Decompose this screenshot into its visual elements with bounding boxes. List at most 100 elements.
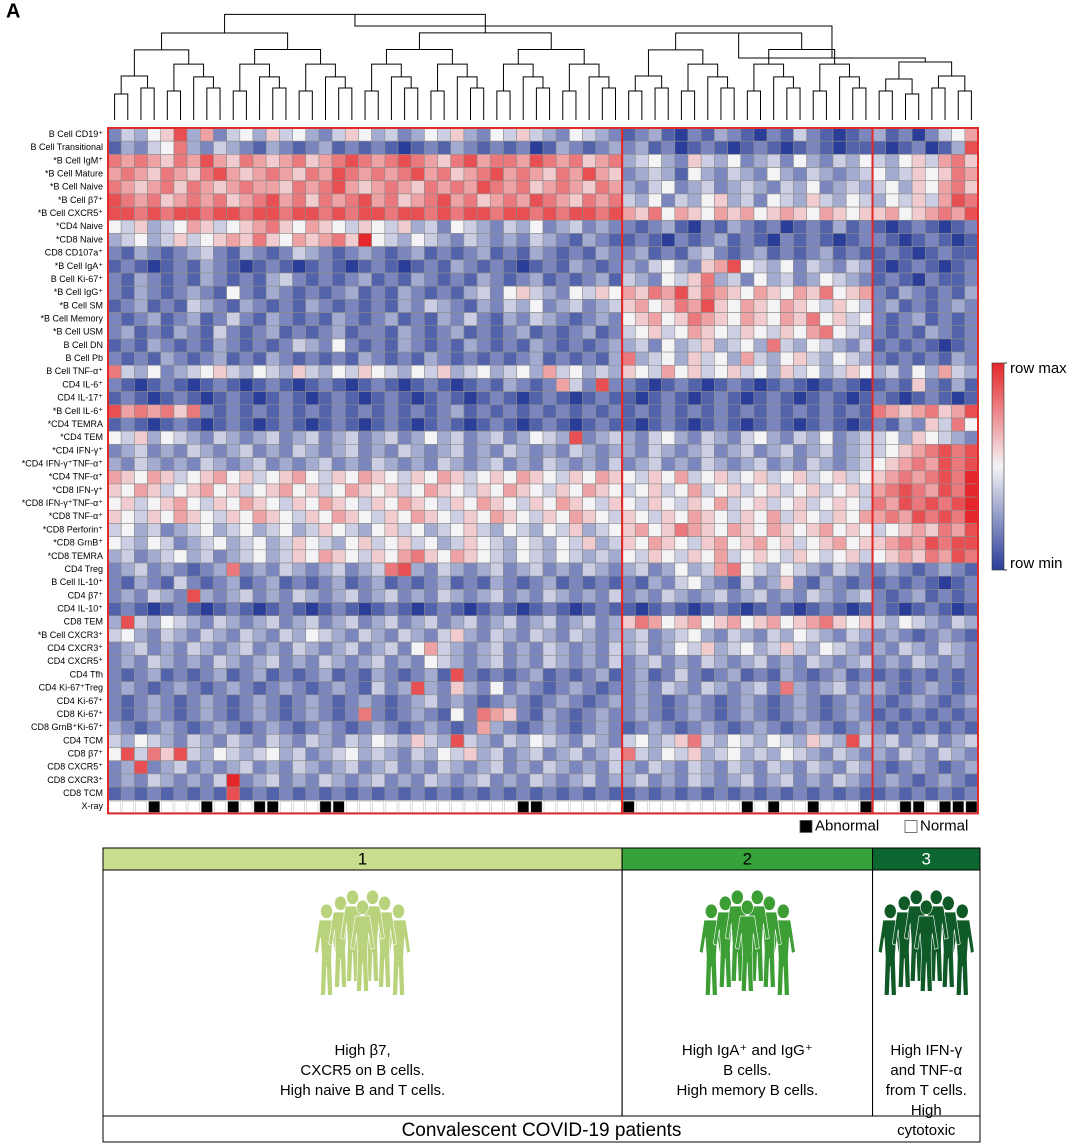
xray-cell — [228, 801, 239, 812]
dendrogram-link — [162, 33, 288, 50]
heatmap-cell — [780, 787, 793, 800]
heatmap-cell — [622, 392, 635, 405]
heatmap-cell — [517, 629, 530, 642]
heatmap-cell — [648, 233, 661, 246]
heatmap-cell — [240, 378, 253, 391]
heatmap-cell — [213, 774, 226, 787]
row-label: CD4 IL-6⁺ — [62, 379, 103, 389]
heatmap-cell — [912, 299, 925, 312]
heatmap-cell — [372, 405, 385, 418]
heatmap-cell — [701, 286, 714, 299]
heatmap-cell — [319, 484, 332, 497]
heatmap-cell — [517, 695, 530, 708]
heatmap-cell — [213, 734, 226, 747]
heatmap-cell — [530, 141, 543, 154]
heatmap-cell — [174, 233, 187, 246]
heatmap-cell — [688, 365, 701, 378]
heatmap-cell — [161, 233, 174, 246]
heatmap-cell — [121, 563, 134, 576]
heatmap-cell — [556, 484, 569, 497]
heatmap-cell — [372, 339, 385, 352]
heatmap-cell — [187, 774, 200, 787]
heatmap-cell — [675, 141, 688, 154]
heatmap-cell — [846, 141, 859, 154]
heatmap-cell — [728, 761, 741, 774]
heatmap-cell — [833, 458, 846, 471]
heatmap-cell — [490, 668, 503, 681]
heatmap-cell — [293, 721, 306, 734]
heatmap-cell — [385, 682, 398, 695]
heatmap-cell — [952, 273, 965, 286]
heatmap-cell — [622, 550, 635, 563]
heatmap-cell — [306, 497, 319, 510]
heatmap-cell — [451, 128, 464, 141]
heatmap-cell — [543, 352, 556, 365]
heatmap-cell — [332, 247, 345, 260]
heatmap-cell — [662, 233, 675, 246]
heatmap-cell — [873, 629, 886, 642]
heatmap-cell — [385, 708, 398, 721]
heatmap-cell — [952, 299, 965, 312]
heatmap-cell — [556, 629, 569, 642]
heatmap-cell — [648, 378, 661, 391]
heatmap-cell — [701, 128, 714, 141]
heatmap-cell — [332, 589, 345, 602]
heatmap-cell — [451, 774, 464, 787]
heatmap-cell — [108, 418, 121, 431]
heatmap-cell — [754, 378, 767, 391]
heatmap-cell — [569, 787, 582, 800]
heatmap-cell — [543, 444, 556, 457]
heatmap-cell — [358, 510, 371, 523]
heatmap-cell — [965, 484, 978, 497]
heatmap-cell — [648, 668, 661, 681]
heatmap-cell — [279, 616, 292, 629]
heatmap-cell — [965, 497, 978, 510]
heatmap-cell — [820, 233, 833, 246]
heatmap-cell — [240, 721, 253, 734]
heatmap-cell — [635, 774, 648, 787]
heatmap-cell — [688, 392, 701, 405]
heatmap-cell — [411, 313, 424, 326]
heatmap-cell — [701, 444, 714, 457]
heatmap-cell — [398, 141, 411, 154]
heatmap-cell — [464, 313, 477, 326]
heatmap-cell — [227, 207, 240, 220]
heatmap-cell — [477, 695, 490, 708]
heatmap-cell — [253, 523, 266, 536]
heatmap-cell — [938, 339, 951, 352]
heatmap-cell — [293, 589, 306, 602]
heatmap-cell — [438, 233, 451, 246]
heatmap-cell — [952, 418, 965, 431]
heatmap-cell — [556, 378, 569, 391]
heatmap-cell — [741, 721, 754, 734]
heatmap-cell — [398, 233, 411, 246]
heatmap-cell — [846, 668, 859, 681]
heatmap-cell — [754, 128, 767, 141]
heatmap-cell — [464, 378, 477, 391]
heatmap-cell — [319, 576, 332, 589]
heatmap-cell — [108, 444, 121, 457]
heatmap-cell — [451, 326, 464, 339]
heatmap-cell — [411, 497, 424, 510]
heatmap-cell — [899, 392, 912, 405]
heatmap-cell — [846, 418, 859, 431]
heatmap-cell — [358, 629, 371, 642]
heatmap-cell — [886, 668, 899, 681]
heatmap-cell — [372, 220, 385, 233]
heatmap-cell — [411, 207, 424, 220]
heatmap-cell — [873, 339, 886, 352]
heatmap-cell — [728, 458, 741, 471]
heatmap-cell — [662, 405, 675, 418]
heatmap-cell — [477, 286, 490, 299]
heatmap-cell — [438, 168, 451, 181]
heatmap-cell — [543, 339, 556, 352]
heatmap-cell — [741, 431, 754, 444]
heatmap-cell — [859, 339, 872, 352]
heatmap-cell — [767, 589, 780, 602]
heatmap-cell — [490, 326, 503, 339]
heatmap-cell — [385, 154, 398, 167]
heatmap-cell — [754, 721, 767, 734]
heatmap-cell — [438, 787, 451, 800]
heatmap-cell — [873, 668, 886, 681]
heatmap-cell — [358, 550, 371, 563]
